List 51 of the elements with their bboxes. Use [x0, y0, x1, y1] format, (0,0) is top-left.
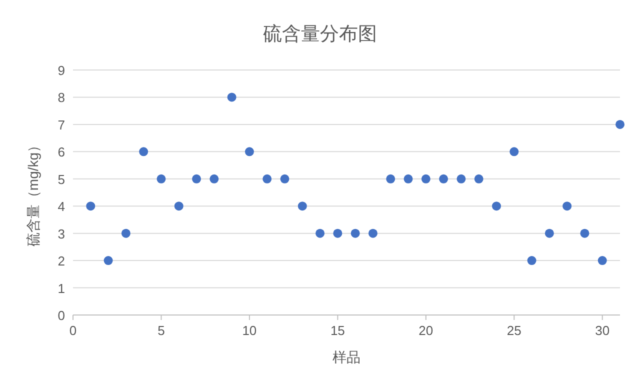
- point: [439, 174, 448, 184]
- x-tick-label: 20: [418, 323, 434, 338]
- point: [404, 174, 413, 184]
- y-tick-label: 2: [58, 254, 65, 269]
- point: [210, 174, 219, 184]
- point: [244, 147, 254, 156]
- point: [280, 174, 290, 184]
- point: [510, 147, 519, 156]
- y-tick-label: 0: [58, 308, 65, 323]
- y-tick-label: 1: [58, 280, 65, 296]
- x-tick-label: 30: [595, 323, 610, 338]
- x-axis-title: 样品: [332, 349, 360, 365]
- point: [121, 228, 130, 238]
- y-axis-title: 硫含量（mg/kg）: [25, 138, 41, 247]
- x-tick-label: 5: [158, 323, 165, 338]
- point: [368, 228, 378, 238]
- point: [174, 202, 184, 211]
- y-tick-label: 7: [58, 117, 65, 132]
- point: [86, 202, 96, 211]
- point: [544, 228, 554, 238]
- point: [456, 174, 466, 184]
- point: [227, 92, 236, 102]
- y-tick-label: 8: [58, 90, 65, 106]
- x-tick-label: 0: [69, 323, 77, 338]
- point: [598, 256, 607, 266]
- y-tick-label: 5: [58, 172, 65, 187]
- point: [527, 256, 536, 266]
- y-tick-label: 9: [58, 63, 65, 78]
- point: [580, 228, 590, 238]
- point: [333, 228, 342, 238]
- x-tick-label: 10: [242, 323, 257, 338]
- y-tick-label: 4: [58, 199, 65, 214]
- point: [562, 202, 572, 211]
- point: [474, 174, 484, 184]
- point: [156, 174, 166, 184]
- point: [192, 174, 202, 184]
- x-tick-label: 25: [506, 323, 522, 338]
- chart-title: 硫含量分布图: [263, 23, 377, 45]
- point: [386, 174, 396, 184]
- x-tick-label: 15: [330, 323, 345, 338]
- y-tick-label: 6: [58, 144, 65, 160]
- point: [421, 174, 430, 184]
- point: [139, 147, 148, 156]
- point: [316, 228, 325, 238]
- point: [350, 228, 360, 238]
- point: [298, 202, 307, 211]
- point: [262, 174, 272, 184]
- point: [492, 202, 501, 211]
- y-tick-label: 3: [58, 226, 65, 242]
- point: [616, 120, 624, 129]
- point: [104, 256, 113, 266]
